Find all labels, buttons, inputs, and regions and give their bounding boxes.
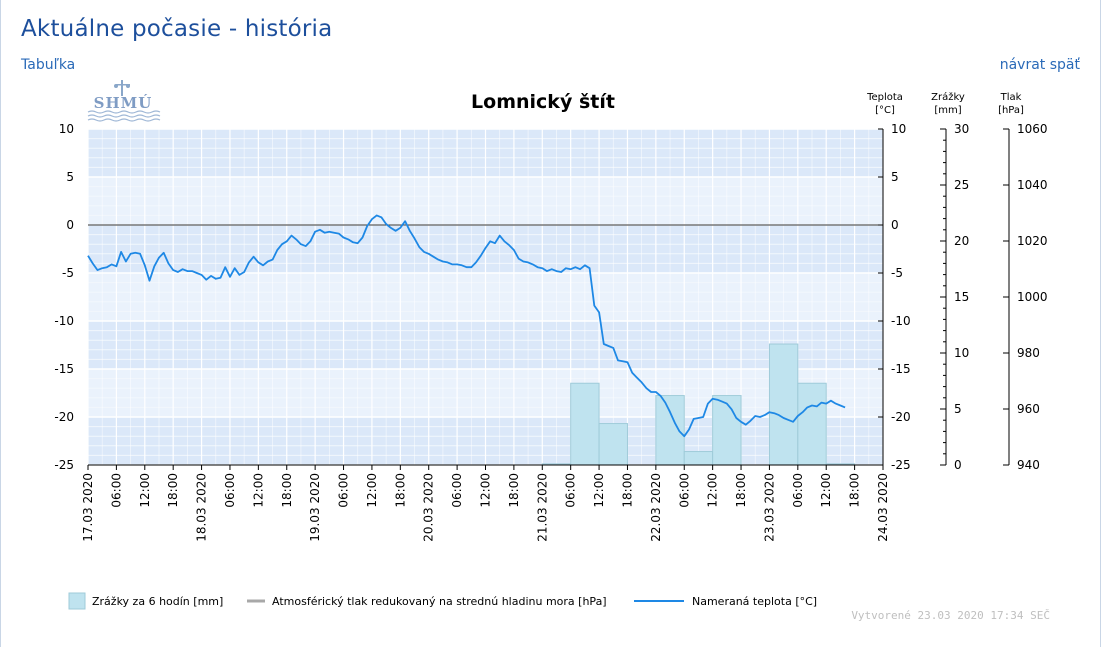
precip-tick-label: 20 xyxy=(954,234,969,248)
temperature-line xyxy=(87,214,846,438)
temp-tick-label-left: -5 xyxy=(62,266,74,280)
temp-tick-label-left: -25 xyxy=(54,458,74,472)
logo-waves xyxy=(87,110,161,122)
precipitation-bars xyxy=(541,343,856,466)
temp-tick-label-left: -10 xyxy=(54,314,74,328)
pressure-tick-label: 960 xyxy=(1017,402,1040,416)
x-tick-label: 06:00 xyxy=(564,473,578,508)
chart-title: Lomnický štít xyxy=(471,91,615,113)
shmu-logo: SHMÚ xyxy=(87,80,161,122)
x-tick-label: 06:00 xyxy=(223,473,237,508)
temp-tick-label-left: 5 xyxy=(66,170,74,184)
precip-bar xyxy=(768,343,799,466)
x-tick-label: 06:00 xyxy=(791,473,805,508)
x-tick-label: 20.03 2020 xyxy=(422,473,436,542)
x-tick-label: 06:00 xyxy=(337,473,351,508)
precip-axis-label: Zrážky xyxy=(931,91,965,103)
temp-tick-label-right: 0 xyxy=(891,218,899,232)
temp-tick-label-left: -15 xyxy=(54,362,74,376)
precip-tick-label: 25 xyxy=(954,178,969,192)
pressure-tick-label: 1060 xyxy=(1017,122,1048,136)
x-tick-label: 06:00 xyxy=(677,473,691,508)
legend-precip-label: Zrážky za 6 hodín [mm] xyxy=(92,595,223,608)
temp-tick-label-right: -20 xyxy=(891,410,911,424)
x-tick-label: 18:00 xyxy=(620,473,634,508)
pressure-axis-label: Tlak xyxy=(1000,92,1022,103)
x-tick-label: 21.03 2020 xyxy=(535,473,549,542)
table-link[interactable]: Tabuľka xyxy=(21,57,76,73)
temp-tick-label-right: -5 xyxy=(891,266,903,280)
pressure-tick-label: 1020 xyxy=(1017,234,1048,248)
precip-tick-label: 10 xyxy=(954,346,969,360)
pressure-tick-label: 1040 xyxy=(1017,178,1048,192)
x-tick-label: 06:00 xyxy=(109,473,123,508)
x-tick-label: 12:00 xyxy=(706,473,720,508)
precip-bar xyxy=(712,395,742,466)
plot-grid xyxy=(87,128,884,466)
temp-tick-label-left: -20 xyxy=(54,410,74,424)
temp-axis-unit: [°C] xyxy=(875,105,895,116)
weather-vane-icon xyxy=(114,80,130,96)
temperature-series xyxy=(87,214,846,438)
chart-axes: 10 5 0 -5 -10 -15 -20 -25 10 5 0 -5 -10 -15 -20 -25 30 25… xyxy=(54,122,1047,542)
x-tick-label: 18:00 xyxy=(166,473,180,508)
pressure-tick-label: 1000 xyxy=(1017,290,1048,304)
precip-bar xyxy=(683,451,714,466)
x-tick-label: 23.03 2020 xyxy=(762,473,776,542)
x-tick-label: 12:00 xyxy=(479,473,493,508)
temp-axis-label: Teplota xyxy=(866,92,903,103)
precip-tick-label: 15 xyxy=(954,290,969,304)
precip-tick-label: 0 xyxy=(954,458,962,472)
logo-text: SHMÚ xyxy=(94,94,153,112)
legend-precip-swatch xyxy=(68,592,86,610)
pressure-tick-label: 980 xyxy=(1017,346,1040,360)
precip-bar xyxy=(797,382,827,466)
x-tick-label: 12:00 xyxy=(138,473,152,508)
page-title: Aktuálne počasie - história xyxy=(21,16,333,42)
x-tick-label: 12:00 xyxy=(592,473,606,508)
x-tick-label: 18:00 xyxy=(280,473,294,508)
temp-tick-label-right: -15 xyxy=(891,362,911,376)
legend-temp-label: Nameraná teplota [°C] xyxy=(692,595,817,608)
pressure-axis-unit: [hPa] xyxy=(998,105,1024,116)
x-tick-label: 06:00 xyxy=(450,473,464,508)
temp-tick-label-right: 5 xyxy=(891,170,899,184)
precip-tick-label: 5 xyxy=(954,402,962,416)
x-tick-label: 12:00 xyxy=(251,473,265,508)
temp-tick-label-right: 10 xyxy=(891,122,906,136)
pressure-tick-label: 940 xyxy=(1017,458,1040,472)
created-stamp: Vytvorené 23.03 2020 17:34 SEČ xyxy=(851,609,1050,622)
precip-bar xyxy=(655,395,685,466)
legend: Zrážky za 6 hodín [mm] Atmosférický tlak… xyxy=(68,592,817,610)
x-tick-label: 12:00 xyxy=(365,473,379,508)
x-tick-label: 18.03 2020 xyxy=(195,473,209,542)
x-tick-label: 12:00 xyxy=(819,473,833,508)
precip-tick-label: 30 xyxy=(954,122,969,136)
x-tick-label: 19.03 2020 xyxy=(308,473,322,542)
x-tick-label: 22.03 2020 xyxy=(649,473,663,542)
temp-tick-label-left: 10 xyxy=(59,122,74,136)
x-tick-label: 24.03 2020 xyxy=(876,473,890,542)
x-tick-label: 18:00 xyxy=(848,473,862,508)
x-tick-label: 18:00 xyxy=(393,473,407,508)
precip-bar xyxy=(598,423,628,466)
x-tick-label: 18:00 xyxy=(734,473,748,508)
x-tick-label: 17.03 2020 xyxy=(81,473,95,542)
temp-tick-label-right: -25 xyxy=(891,458,911,472)
precip-axis-unit: [mm] xyxy=(934,105,961,116)
temp-tick-label-right: -10 xyxy=(891,314,911,328)
x-tick-label: 18:00 xyxy=(507,473,521,508)
legend-pressure-label: Atmosférický tlak redukovaný na strednú … xyxy=(272,595,607,608)
back-link[interactable]: návrat späť xyxy=(999,57,1080,73)
precip-bar xyxy=(570,382,600,466)
temp-tick-label-left: 0 xyxy=(66,218,74,232)
